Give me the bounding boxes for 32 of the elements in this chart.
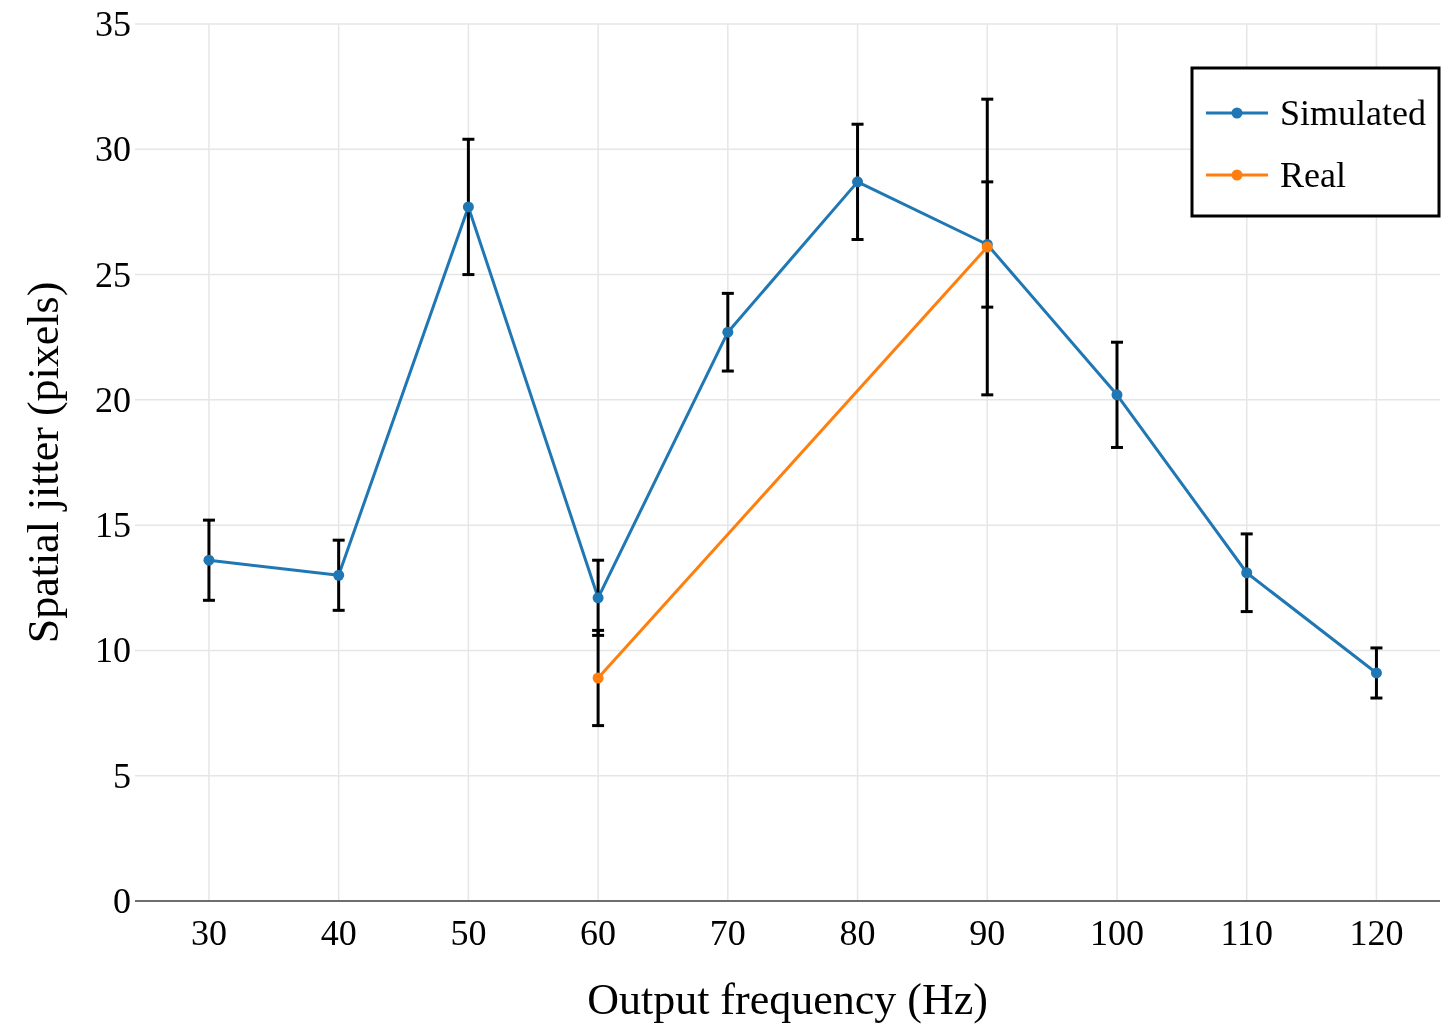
x-tick-label: 40	[320, 913, 357, 953]
point	[1241, 567, 1253, 579]
x-tick-label: 120	[1349, 913, 1404, 953]
y-tick-label: 30	[95, 129, 131, 170]
x-tick-label: 100	[1089, 913, 1144, 953]
point	[1370, 667, 1382, 679]
x-tick-label: 60	[580, 913, 617, 953]
legend-label: Simulated	[1280, 93, 1426, 133]
y-tick-label: 25	[95, 254, 131, 295]
y-tick-label: 20	[95, 379, 131, 420]
x-tick-label: 110	[1220, 913, 1274, 953]
y-tick-label: 5	[113, 755, 131, 796]
point	[592, 672, 604, 684]
point	[592, 592, 604, 604]
x-axis-title: Output frequency (Hz)	[587, 975, 988, 1024]
point	[722, 326, 734, 338]
x-tick-label: 90	[969, 913, 1006, 953]
point	[203, 554, 215, 566]
point	[852, 176, 864, 188]
y-axis-title: Spatial jitter (pixels)	[19, 281, 68, 644]
y-tick-label: 15	[95, 505, 131, 546]
x-tick-label: 80	[839, 913, 876, 953]
point	[333, 569, 345, 581]
y-tick-label: 0	[113, 881, 131, 921]
y-tick-label: 35	[95, 4, 131, 44]
x-tick-label: 70	[709, 913, 746, 953]
legend-label: Real	[1280, 155, 1346, 195]
y-tick-label: 10	[95, 630, 131, 671]
x-tick-label: 50	[450, 913, 487, 953]
point	[1111, 389, 1123, 401]
point	[462, 201, 474, 213]
x-tick-label: 30	[190, 913, 227, 953]
